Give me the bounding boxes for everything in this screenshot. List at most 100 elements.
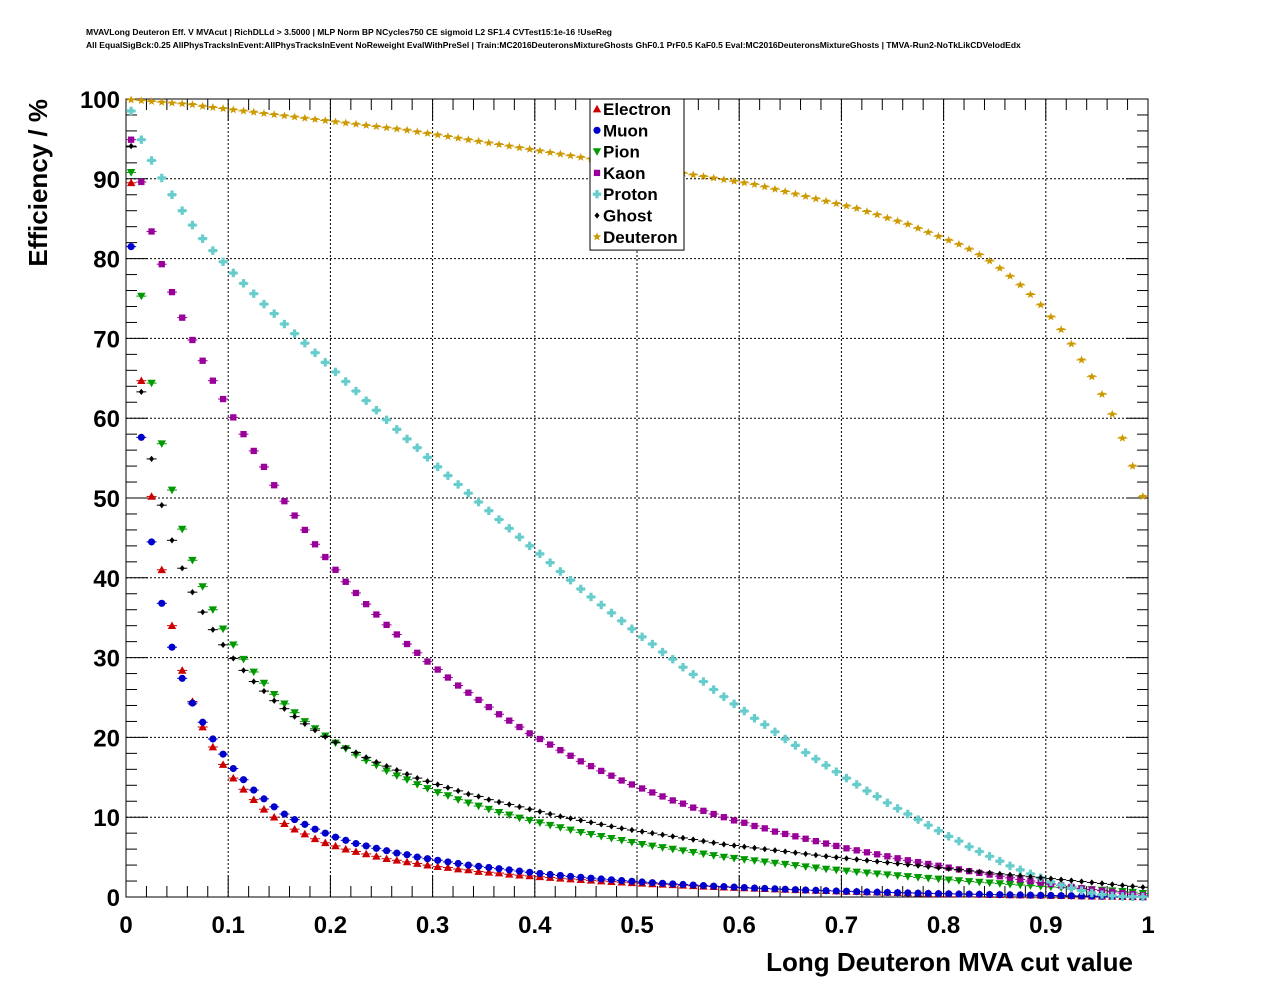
data-point-pion bbox=[433, 789, 442, 797]
data-point-electron bbox=[249, 795, 258, 804]
data-point-proton bbox=[1056, 880, 1066, 890]
data-point-kaon bbox=[536, 735, 544, 743]
data-point-proton bbox=[668, 654, 677, 664]
data-point-kaon bbox=[516, 723, 523, 731]
data-point-electron bbox=[239, 785, 248, 793]
data-point-ghost bbox=[608, 823, 614, 830]
data-point-deuteron bbox=[218, 104, 228, 113]
data-point-electron bbox=[382, 854, 391, 863]
data-point-muon bbox=[229, 764, 237, 773]
series-muon bbox=[126, 243, 1148, 901]
data-point-proton bbox=[137, 135, 146, 144]
data-point-pion bbox=[545, 821, 555, 830]
data-point-deuteron bbox=[872, 210, 882, 219]
data-point-ghost bbox=[1119, 882, 1125, 889]
data-point-proton bbox=[586, 592, 596, 602]
legend-label: Muon bbox=[603, 121, 648, 140]
data-point-electron bbox=[137, 376, 146, 385]
legend-label: Deuteron bbox=[603, 228, 678, 247]
data-point-deuteron bbox=[331, 117, 340, 126]
data-point-proton bbox=[1046, 877, 1056, 887]
data-point-proton bbox=[331, 367, 340, 377]
data-point-kaon bbox=[700, 807, 707, 814]
data-point-electron bbox=[147, 492, 156, 500]
data-point-pion bbox=[361, 757, 371, 765]
data-point-proton bbox=[1138, 892, 1148, 902]
data-point-muon bbox=[403, 851, 411, 859]
data-point-deuteron bbox=[321, 116, 330, 125]
data-point-kaon bbox=[710, 810, 717, 818]
data-point-ghost bbox=[588, 819, 594, 826]
data-point-ghost bbox=[394, 766, 400, 774]
data-point-proton bbox=[167, 190, 177, 199]
data-point-muon bbox=[607, 876, 616, 884]
data-point-electron bbox=[229, 773, 238, 782]
data-point-pion bbox=[964, 878, 974, 886]
data-point-kaon bbox=[669, 797, 676, 804]
data-point-kaon bbox=[587, 762, 595, 770]
data-point-muon bbox=[362, 842, 370, 850]
data-point-deuteron bbox=[259, 108, 269, 117]
data-point-kaon bbox=[608, 772, 615, 779]
data-point-muon bbox=[567, 872, 575, 880]
data-point-ghost bbox=[516, 803, 522, 810]
data-point-proton bbox=[617, 616, 626, 626]
y-tick-label: 10 bbox=[93, 805, 120, 832]
data-point-pion bbox=[413, 781, 422, 789]
data-point-ghost bbox=[373, 758, 379, 766]
data-point-deuteron bbox=[494, 140, 504, 149]
data-point-deuteron bbox=[556, 149, 565, 158]
data-point-pion bbox=[648, 842, 657, 851]
data-point-muon bbox=[1047, 891, 1055, 900]
data-point-pion bbox=[821, 865, 831, 874]
data-point-deuteron bbox=[229, 105, 238, 114]
data-point-muon bbox=[342, 836, 350, 844]
data-point-electron bbox=[515, 870, 524, 879]
data-point-muon bbox=[250, 786, 258, 794]
data-point-muon bbox=[669, 880, 677, 888]
data-point-kaon bbox=[403, 640, 411, 648]
data-point-ghost bbox=[935, 864, 942, 871]
data-point-kaon bbox=[260, 463, 268, 471]
data-point-proton bbox=[494, 515, 504, 524]
data-point-muon bbox=[658, 879, 667, 887]
data-point-proton bbox=[484, 506, 494, 515]
data-point-electron bbox=[331, 841, 340, 850]
data-point-ghost bbox=[424, 778, 431, 785]
data-point-deuteron bbox=[525, 144, 534, 153]
data-point-kaon bbox=[352, 589, 360, 597]
legend-label: Ghost bbox=[603, 207, 652, 226]
data-point-deuteron bbox=[566, 151, 575, 160]
data-point-electron bbox=[423, 860, 432, 869]
data-point-kaon bbox=[230, 414, 237, 421]
legend: Electron Muon Pion Kaon Proton Ghost Deuteron bbox=[589, 98, 685, 251]
data-point-deuteron bbox=[178, 99, 187, 108]
data-point-kaon bbox=[332, 566, 339, 573]
data-point-proton bbox=[913, 815, 923, 824]
legend-label: Kaon bbox=[603, 164, 646, 183]
data-point-muon bbox=[812, 886, 820, 894]
data-point-muon bbox=[924, 889, 932, 897]
data-point-proton bbox=[780, 734, 790, 744]
data-point-ghost bbox=[568, 815, 574, 822]
data-point-ghost bbox=[598, 821, 604, 828]
data-point-proton bbox=[341, 377, 350, 386]
data-point-proton bbox=[464, 489, 473, 498]
data-point-deuteron bbox=[239, 106, 248, 115]
data-point-muon bbox=[127, 243, 135, 251]
legend-label: Proton bbox=[603, 185, 658, 204]
data-point-deuteron bbox=[924, 227, 933, 236]
data-point-ghost bbox=[946, 865, 952, 872]
data-point-muon bbox=[832, 887, 840, 895]
data-point-muon bbox=[209, 735, 217, 743]
data-point-kaon bbox=[240, 431, 247, 438]
data-point-muon bbox=[771, 885, 779, 893]
legend-entry-proton: Proton bbox=[592, 185, 658, 204]
data-point-muon bbox=[883, 888, 891, 897]
data-point-ghost bbox=[1140, 884, 1146, 891]
data-point-deuteron bbox=[1128, 461, 1137, 470]
data-point-deuteron bbox=[1087, 372, 1096, 381]
data-point-pion bbox=[801, 863, 810, 871]
data-point-deuteron bbox=[729, 176, 739, 185]
data-point-proton bbox=[157, 173, 166, 183]
